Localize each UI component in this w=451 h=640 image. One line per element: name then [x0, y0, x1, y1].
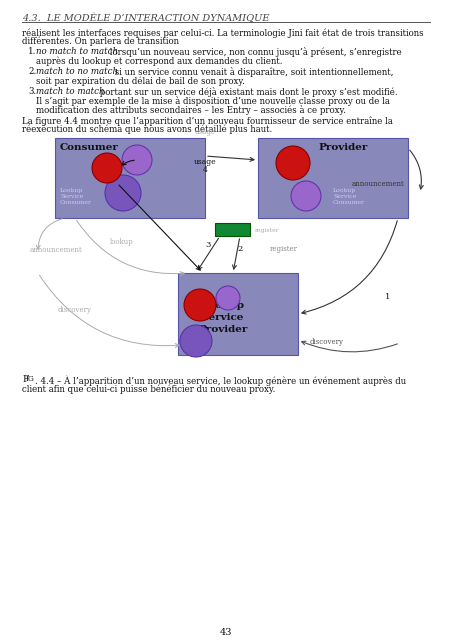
Text: 4.3.  LE MODÈLE D’INTERACTION DYNAMIQUE: 4.3. LE MODÈLE D’INTERACTION DYNAMIQUE	[22, 14, 269, 24]
Text: client afin que celui-ci puisse bénéficier du nouveau proxy.: client afin que celui-ci puisse bénéfici…	[22, 384, 275, 394]
Text: Consumer: Consumer	[60, 143, 119, 152]
Text: 4: 4	[202, 166, 207, 174]
FancyBboxPatch shape	[258, 138, 407, 218]
Text: match to match: match to match	[36, 87, 104, 96]
Text: lorsqu’un nouveau service, non connu jusqu’à présent, s’enregistre: lorsqu’un nouveau service, non connu jus…	[107, 47, 401, 57]
FancyBboxPatch shape	[215, 223, 249, 236]
Circle shape	[276, 146, 309, 180]
Text: register: register	[269, 245, 297, 253]
Circle shape	[216, 286, 239, 310]
Text: Provider: Provider	[318, 143, 367, 152]
Circle shape	[105, 175, 141, 211]
Text: réalisent les interfaces requises par celui-ci. La terminologie Jini fait état d: réalisent les interfaces requises par ce…	[22, 28, 423, 38]
Text: usage: usage	[193, 158, 216, 166]
Text: 1: 1	[384, 293, 390, 301]
Text: usage: usage	[194, 128, 215, 136]
Text: discovery: discovery	[58, 306, 92, 314]
Text: 2.: 2.	[28, 67, 36, 76]
Text: 43: 43	[219, 628, 232, 637]
Circle shape	[92, 153, 122, 183]
Text: F: F	[22, 375, 28, 384]
Text: si un service connu venait à disparaître, soit intentionnellement,: si un service connu venait à disparaître…	[112, 67, 393, 77]
Text: IG: IG	[26, 375, 35, 383]
Text: portant sur un service déjà existant mais dont le proxy s’est modifié.: portant sur un service déjà existant mai…	[97, 87, 397, 97]
Text: Il s’agit par exemple de la mise à disposition d’une nouvelle classe proxy ou de: Il s’agit par exemple de la mise à dispo…	[36, 96, 389, 106]
Text: announcement: announcement	[30, 246, 83, 254]
Text: Lookup
Service
Consumer: Lookup Service Consumer	[332, 188, 364, 205]
Circle shape	[179, 325, 212, 357]
Text: discovery: discovery	[309, 338, 343, 346]
Text: 2: 2	[236, 245, 242, 253]
FancyBboxPatch shape	[178, 273, 297, 355]
Text: 3.: 3.	[28, 87, 36, 96]
Circle shape	[290, 181, 320, 211]
Text: match to no match: match to no match	[36, 67, 118, 76]
Text: 3: 3	[205, 241, 210, 249]
Circle shape	[184, 289, 216, 321]
Text: L: L	[102, 163, 111, 175]
Text: S: S	[195, 300, 204, 312]
Text: . 4.4 – À l’apparition d’un nouveau service, le lookup génère un événement auprè: . 4.4 – À l’apparition d’un nouveau serv…	[35, 375, 405, 385]
Text: Lookup
Service
Provider: Lookup Service Provider	[198, 301, 247, 333]
Text: lookup: lookup	[110, 238, 133, 246]
Text: Lookup
Service
Consumer: Lookup Service Consumer	[60, 188, 92, 205]
Text: modification des attributs secondaires – les Entry – associés à ce proxy.: modification des attributs secondaires –…	[36, 105, 345, 115]
Text: announcement: announcement	[351, 180, 404, 188]
Text: La figure 4.4 montre que l’apparition d’un nouveau fournisseur de service entraî: La figure 4.4 montre que l’apparition d’…	[22, 116, 392, 125]
Text: réexécution du schéma que nous avons détaillé plus haut.: réexécution du schéma que nous avons dét…	[22, 125, 272, 134]
Text: register: register	[254, 228, 279, 233]
Text: event: event	[221, 225, 244, 234]
FancyBboxPatch shape	[55, 138, 205, 218]
Text: différentes. On parlera de transition: différentes. On parlera de transition	[22, 37, 179, 47]
Circle shape	[122, 145, 152, 175]
Text: auprès du lookup et correspond aux demandes du client.: auprès du lookup et correspond aux deman…	[36, 56, 282, 65]
Text: no match to match: no match to match	[36, 47, 118, 56]
Text: soit par expiration du délai de bail de son proxy.: soit par expiration du délai de bail de …	[36, 76, 244, 86]
Text: 1.: 1.	[28, 47, 36, 56]
